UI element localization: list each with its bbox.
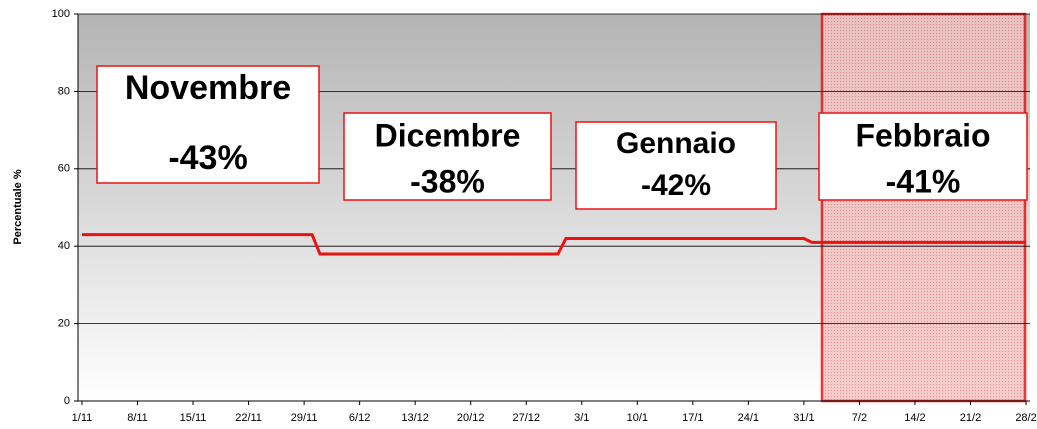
annotation-title: Gennaio — [616, 127, 736, 160]
annotation-box — [96, 65, 320, 184]
annotation-title: Novembre — [125, 69, 291, 107]
x-tick-label: 1/11 — [72, 412, 93, 424]
annotation-value: -41% — [886, 163, 961, 199]
annotation-title: Febbraio — [855, 117, 990, 153]
y-tick-label: 40 — [58, 240, 70, 252]
x-tick-label: 15/11 — [180, 412, 207, 424]
x-tick-label: 10/1 — [627, 412, 648, 424]
annotation-title: Dicembre — [375, 117, 521, 153]
y-axis-label: Percentuale % — [12, 169, 24, 244]
x-tick-label: 29/11 — [291, 412, 318, 424]
data-line — [81, 233, 1027, 256]
x-tick-label: 17/1 — [682, 412, 703, 424]
annotation-box — [818, 112, 1028, 201]
y-tick-label: 100 — [52, 8, 70, 20]
annotation-value: -38% — [410, 163, 485, 199]
y-tick-label: 80 — [58, 85, 70, 97]
x-tick-label: 20/12 — [457, 412, 485, 424]
x-tick-label: 28/2 — [1015, 412, 1036, 424]
x-tick-label: 13/12 — [401, 412, 429, 424]
annotation-value: -42% — [641, 169, 711, 202]
x-tick-label: 8/11 — [127, 412, 148, 424]
x-tick-label: 7/2 — [852, 412, 867, 424]
x-tick-label: 14/2 — [904, 412, 925, 424]
x-tick-label: 3/1 — [574, 412, 589, 424]
x-tick-label: 27/12 — [512, 412, 540, 424]
y-tick-label: 20 — [58, 318, 70, 330]
x-tick-label: 31/1 — [793, 412, 814, 424]
x-tick-label: 22/11 — [235, 412, 262, 424]
x-tick-label: 24/1 — [738, 412, 759, 424]
annotation-value: -43% — [168, 139, 247, 177]
annotation-box — [575, 121, 777, 210]
x-tick-label: 6/12 — [349, 412, 370, 424]
highlight-region — [820, 12, 1027, 403]
y-tick-label: 0 — [64, 395, 70, 407]
y-tick-label: 60 — [58, 163, 70, 175]
annotation-box — [343, 112, 552, 201]
x-tick-label: 21/2 — [960, 412, 981, 424]
